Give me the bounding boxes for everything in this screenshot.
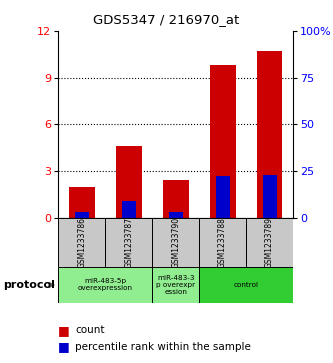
Bar	[69, 187, 95, 218]
Bar	[105, 218, 152, 267]
Text: ■: ■	[58, 340, 70, 353]
Text: protocol: protocol	[3, 280, 55, 290]
Bar	[116, 146, 142, 218]
Text: ■: ■	[58, 324, 70, 337]
Text: miR-483-5p
overexpression: miR-483-5p overexpression	[78, 278, 133, 291]
Bar	[58, 218, 105, 267]
Text: GDS5347 / 216970_at: GDS5347 / 216970_at	[93, 13, 240, 26]
Text: count: count	[75, 325, 105, 335]
Bar	[210, 65, 235, 218]
Bar	[75, 212, 89, 218]
Bar	[122, 201, 136, 218]
Bar	[262, 175, 277, 218]
Text: control: control	[233, 282, 259, 288]
Text: miR-483-3
p overexpr
ession: miR-483-3 p overexpr ession	[156, 275, 195, 295]
Bar	[168, 212, 183, 218]
Text: GSM1233790: GSM1233790	[171, 217, 180, 268]
Bar	[246, 218, 293, 267]
Text: percentile rank within the sample: percentile rank within the sample	[75, 342, 251, 352]
Bar	[199, 218, 246, 267]
Text: GSM1233789: GSM1233789	[265, 217, 274, 268]
Text: GSM1233786: GSM1233786	[77, 217, 86, 268]
Bar	[215, 176, 230, 218]
Bar	[163, 180, 188, 218]
Text: GSM1233788: GSM1233788	[218, 217, 227, 268]
Bar	[199, 267, 293, 303]
Bar	[58, 267, 152, 303]
Bar	[257, 51, 282, 218]
Bar	[152, 267, 199, 303]
Bar	[152, 218, 199, 267]
Text: GSM1233787: GSM1233787	[124, 217, 133, 268]
